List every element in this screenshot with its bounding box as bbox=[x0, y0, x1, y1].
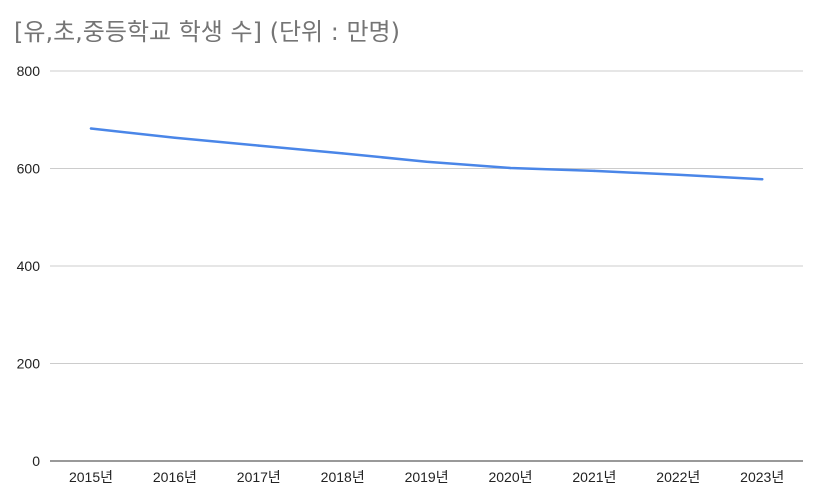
x-tick-label: 2023년 bbox=[740, 469, 784, 485]
x-tick-label: 2021년 bbox=[572, 469, 616, 485]
x-tick-label: 2022년 bbox=[656, 469, 700, 485]
data-point bbox=[89, 127, 93, 130]
x-tick-label: 2017년 bbox=[237, 469, 281, 485]
y-axis-labels: 0 200 400 600 800 bbox=[17, 63, 41, 469]
x-tick-label: 2016년 bbox=[153, 469, 197, 485]
grid-lines bbox=[50, 70, 803, 462]
y-tick-label: 200 bbox=[17, 356, 41, 372]
y-tick-label: 800 bbox=[17, 63, 41, 79]
series-layer bbox=[89, 127, 764, 181]
data-point bbox=[173, 136, 177, 139]
series-line bbox=[89, 127, 764, 181]
x-axis-labels: 2015년 2016년 2017년 2018년 2019년 2020년 2021년 2022년… bbox=[69, 469, 784, 485]
x-tick-label: 2018년 bbox=[321, 469, 365, 485]
data-point bbox=[257, 144, 260, 147]
x-tick-label: 2015년 bbox=[69, 469, 113, 485]
data-point bbox=[425, 160, 428, 163]
y-tick-label: 600 bbox=[17, 161, 41, 177]
data-point bbox=[341, 152, 344, 155]
data-point bbox=[593, 169, 596, 173]
data-point bbox=[677, 173, 680, 177]
y-tick-label: 0 bbox=[32, 453, 40, 469]
x-tick-label: 2020년 bbox=[488, 469, 532, 485]
data-point bbox=[509, 166, 512, 170]
y-tick-label: 400 bbox=[17, 258, 41, 274]
data-point bbox=[761, 178, 764, 181]
x-tick-label: 2019년 bbox=[405, 469, 449, 485]
chart-title: [유,초,중등학교 학생 수] (단위 : 만명) bbox=[14, 18, 400, 46]
